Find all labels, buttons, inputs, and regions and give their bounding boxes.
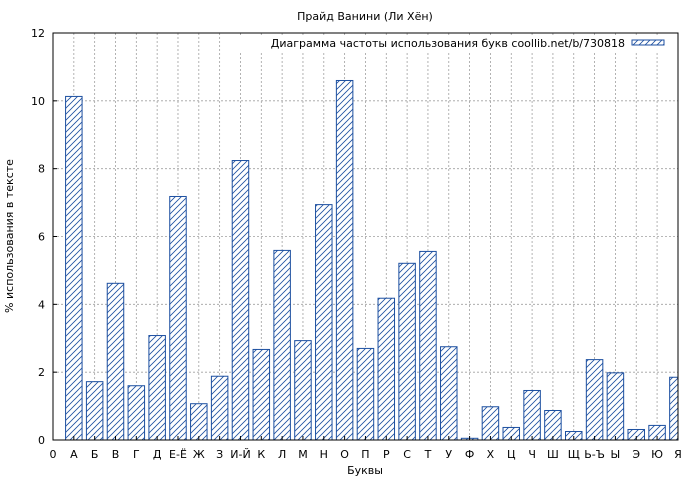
x-tick-label: З — [216, 448, 223, 461]
bar-23 — [523, 389, 541, 441]
x-tick-label: Р — [383, 448, 390, 461]
x-tick-label: Ч — [528, 448, 536, 461]
x-tick-label: У — [445, 448, 452, 461]
y-tick-label: 8 — [38, 163, 45, 176]
x-tick-label: Я — [674, 448, 682, 461]
bar-17 — [398, 262, 416, 441]
legend-entry-label: Диаграмма частоты использования букв coo… — [271, 37, 625, 50]
legend: Диаграмма частоты использования букв coo… — [240, 35, 672, 51]
x-tick-label: Х — [487, 448, 495, 461]
x-tick-label: Ь-Ъ — [584, 448, 605, 461]
bar-10 — [252, 348, 271, 441]
bar-3 — [106, 282, 125, 441]
x-tick-label: Ц — [507, 448, 516, 461]
bar-21 — [481, 406, 500, 441]
x-tick-label-origin: 0 — [50, 448, 57, 461]
bar-5 — [148, 335, 166, 441]
x-tick-label: К — [257, 448, 265, 461]
grid-layer — [53, 33, 678, 440]
x-tick-label: Ф — [465, 448, 474, 461]
bar-6 — [169, 195, 187, 441]
bar-24 — [544, 409, 562, 441]
y-tick-label: 4 — [38, 298, 45, 311]
x-tick-label: Э — [632, 448, 640, 461]
x-tick-label: Л — [278, 448, 286, 461]
x-tick-label: Ю — [651, 448, 663, 461]
bar-4 — [127, 385, 146, 441]
bar-2 — [85, 381, 104, 441]
bar-8 — [210, 375, 229, 441]
y-tick-label: 12 — [31, 27, 45, 40]
y-tick-label: 2 — [38, 366, 45, 379]
x-tick-label: Н — [320, 448, 328, 461]
chart-title: Прайд Ванини (Ли Хён) — [297, 10, 433, 23]
x-tick-label: О — [340, 448, 349, 461]
y-tick-label: 0 — [38, 434, 45, 447]
x-tick-label: Ы — [611, 448, 621, 461]
x-tick-label: Е-Ё — [169, 448, 187, 461]
x-tick-label: С — [403, 448, 411, 461]
x-tick-label: Ж — [193, 448, 205, 461]
bar-7 — [190, 403, 208, 441]
x-tick-label: Т — [424, 448, 432, 461]
y-axis-label: % использования в тексте — [3, 159, 16, 313]
bar-9 — [231, 160, 250, 441]
x-tick-label: М — [298, 448, 308, 461]
bar-12 — [294, 340, 312, 441]
bar-1 — [65, 95, 83, 441]
x-tick-label: Ш — [547, 448, 559, 461]
x-tick-label: В — [112, 448, 120, 461]
bar-26 — [585, 359, 604, 441]
bar-18 — [419, 250, 437, 441]
x-tick-label: И-Й — [230, 448, 250, 461]
bar-19 — [440, 346, 458, 441]
x-tick-label: Д — [153, 448, 162, 461]
y-tick-label: 6 — [38, 231, 45, 244]
bar-11 — [273, 249, 291, 441]
x-axis-label: Буквы — [347, 464, 383, 477]
y-tick-label: 10 — [31, 95, 45, 108]
x-tick-label: Б — [91, 448, 99, 461]
x-tick-label: А — [70, 448, 78, 461]
bar-13 — [315, 204, 333, 441]
legend-swatch — [631, 39, 665, 46]
bar-30 — [669, 376, 679, 441]
bar-15 — [356, 347, 375, 441]
bar-27 — [606, 372, 625, 441]
x-tick-label: П — [361, 448, 369, 461]
x-tick-label: Щ — [568, 448, 580, 461]
legend-box — [240, 35, 672, 51]
bar-16 — [377, 297, 396, 441]
x-tick-label: Г — [133, 448, 140, 461]
bar-14 — [335, 79, 354, 441]
